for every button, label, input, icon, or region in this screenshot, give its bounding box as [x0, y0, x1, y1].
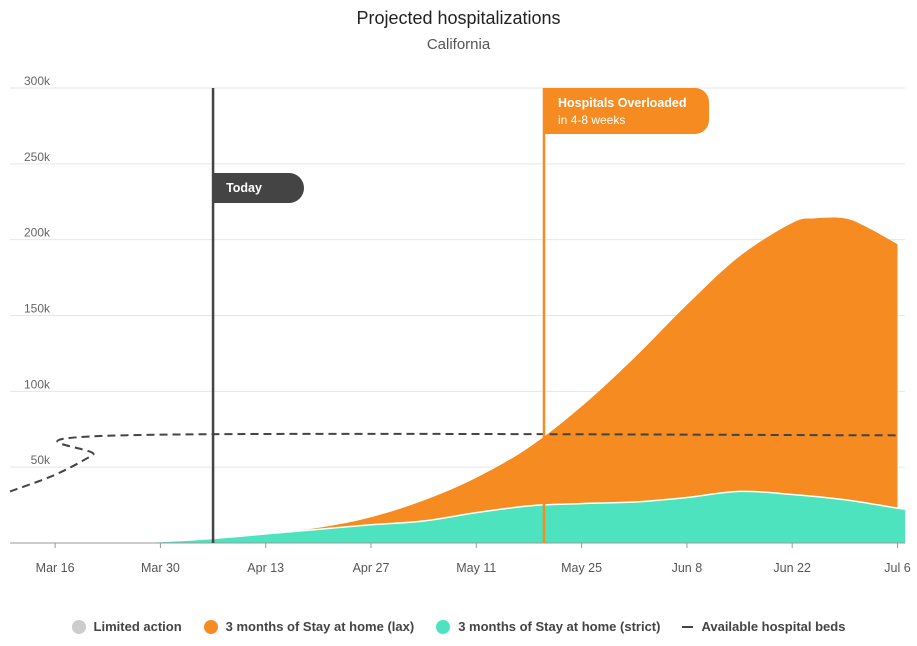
y-tick-label-2: 150k — [24, 302, 51, 316]
legend-item-hospital-beds[interactable]: Available hospital beds — [682, 619, 845, 634]
chart-subtitle: California — [426, 36, 491, 53]
legend-label: 3 months of Stay at home (lax) — [225, 619, 415, 634]
legend-swatch-hospital-beds — [682, 625, 694, 628]
x-tick-label-0: Mar 16 — [36, 561, 75, 575]
chart-title: Projected hospitalizations — [356, 8, 561, 28]
legend-label: 3 months of Stay at home (strict) — [458, 619, 661, 634]
y-tick-label-3: 200k — [24, 226, 51, 240]
area-3-months-of-stay-at-home-lax — [55, 217, 898, 544]
area-edge-3-months-of-stay-at-home-strict — [55, 490, 906, 544]
legend-label: Available hospital beds — [701, 619, 846, 634]
legend-label: Limited action — [93, 619, 182, 634]
y-tick-label-1: 100k — [24, 377, 51, 391]
legend-item-stay-home-lax[interactable]: 3 months of Stay at home (lax) — [203, 619, 415, 634]
x-tick-label-2: Apr 13 — [247, 561, 284, 575]
x-tick-label-4: May 11 — [456, 561, 496, 575]
legend-swatch-stay-home-lax — [203, 619, 218, 634]
line-available-hospital-beds — [9, 432, 898, 493]
x-tick-label-3: Apr 27 — [353, 561, 390, 575]
x-tick-label-1: Mar 30 — [141, 561, 180, 575]
legend-item-stay-home-strict[interactable]: 3 months of Stay at home (strict) — [436, 619, 660, 634]
today-flag — [213, 173, 304, 203]
x-tick-label-8: Jul 6 — [884, 561, 910, 575]
legend-item-limited-action[interactable]: Limited action — [71, 619, 182, 634]
x-tick-label-7: Jun 22 — [773, 561, 811, 575]
today-label: Today — [226, 181, 262, 195]
x-tick-label-5: May 25 — [561, 561, 602, 575]
y-tick-label-5: 300k — [24, 74, 51, 88]
area-3-months-of-stay-at-home-strict — [55, 491, 906, 544]
y-tick-label-4: 250k — [24, 150, 51, 164]
overload-sublabel: in 4-8 weeks — [558, 113, 625, 127]
y-tick-label-0: 50k — [31, 453, 51, 467]
legend-swatch-stay-home-strict — [436, 619, 451, 634]
chart-legend: Limited action 3 months of Stay at home … — [0, 619, 917, 634]
overload-label: Hospitals Overloaded — [558, 96, 687, 110]
x-tick-label-6: Jun 8 — [672, 561, 703, 575]
legend-swatch-limited-action — [71, 619, 86, 634]
overload-flag — [543, 88, 709, 134]
